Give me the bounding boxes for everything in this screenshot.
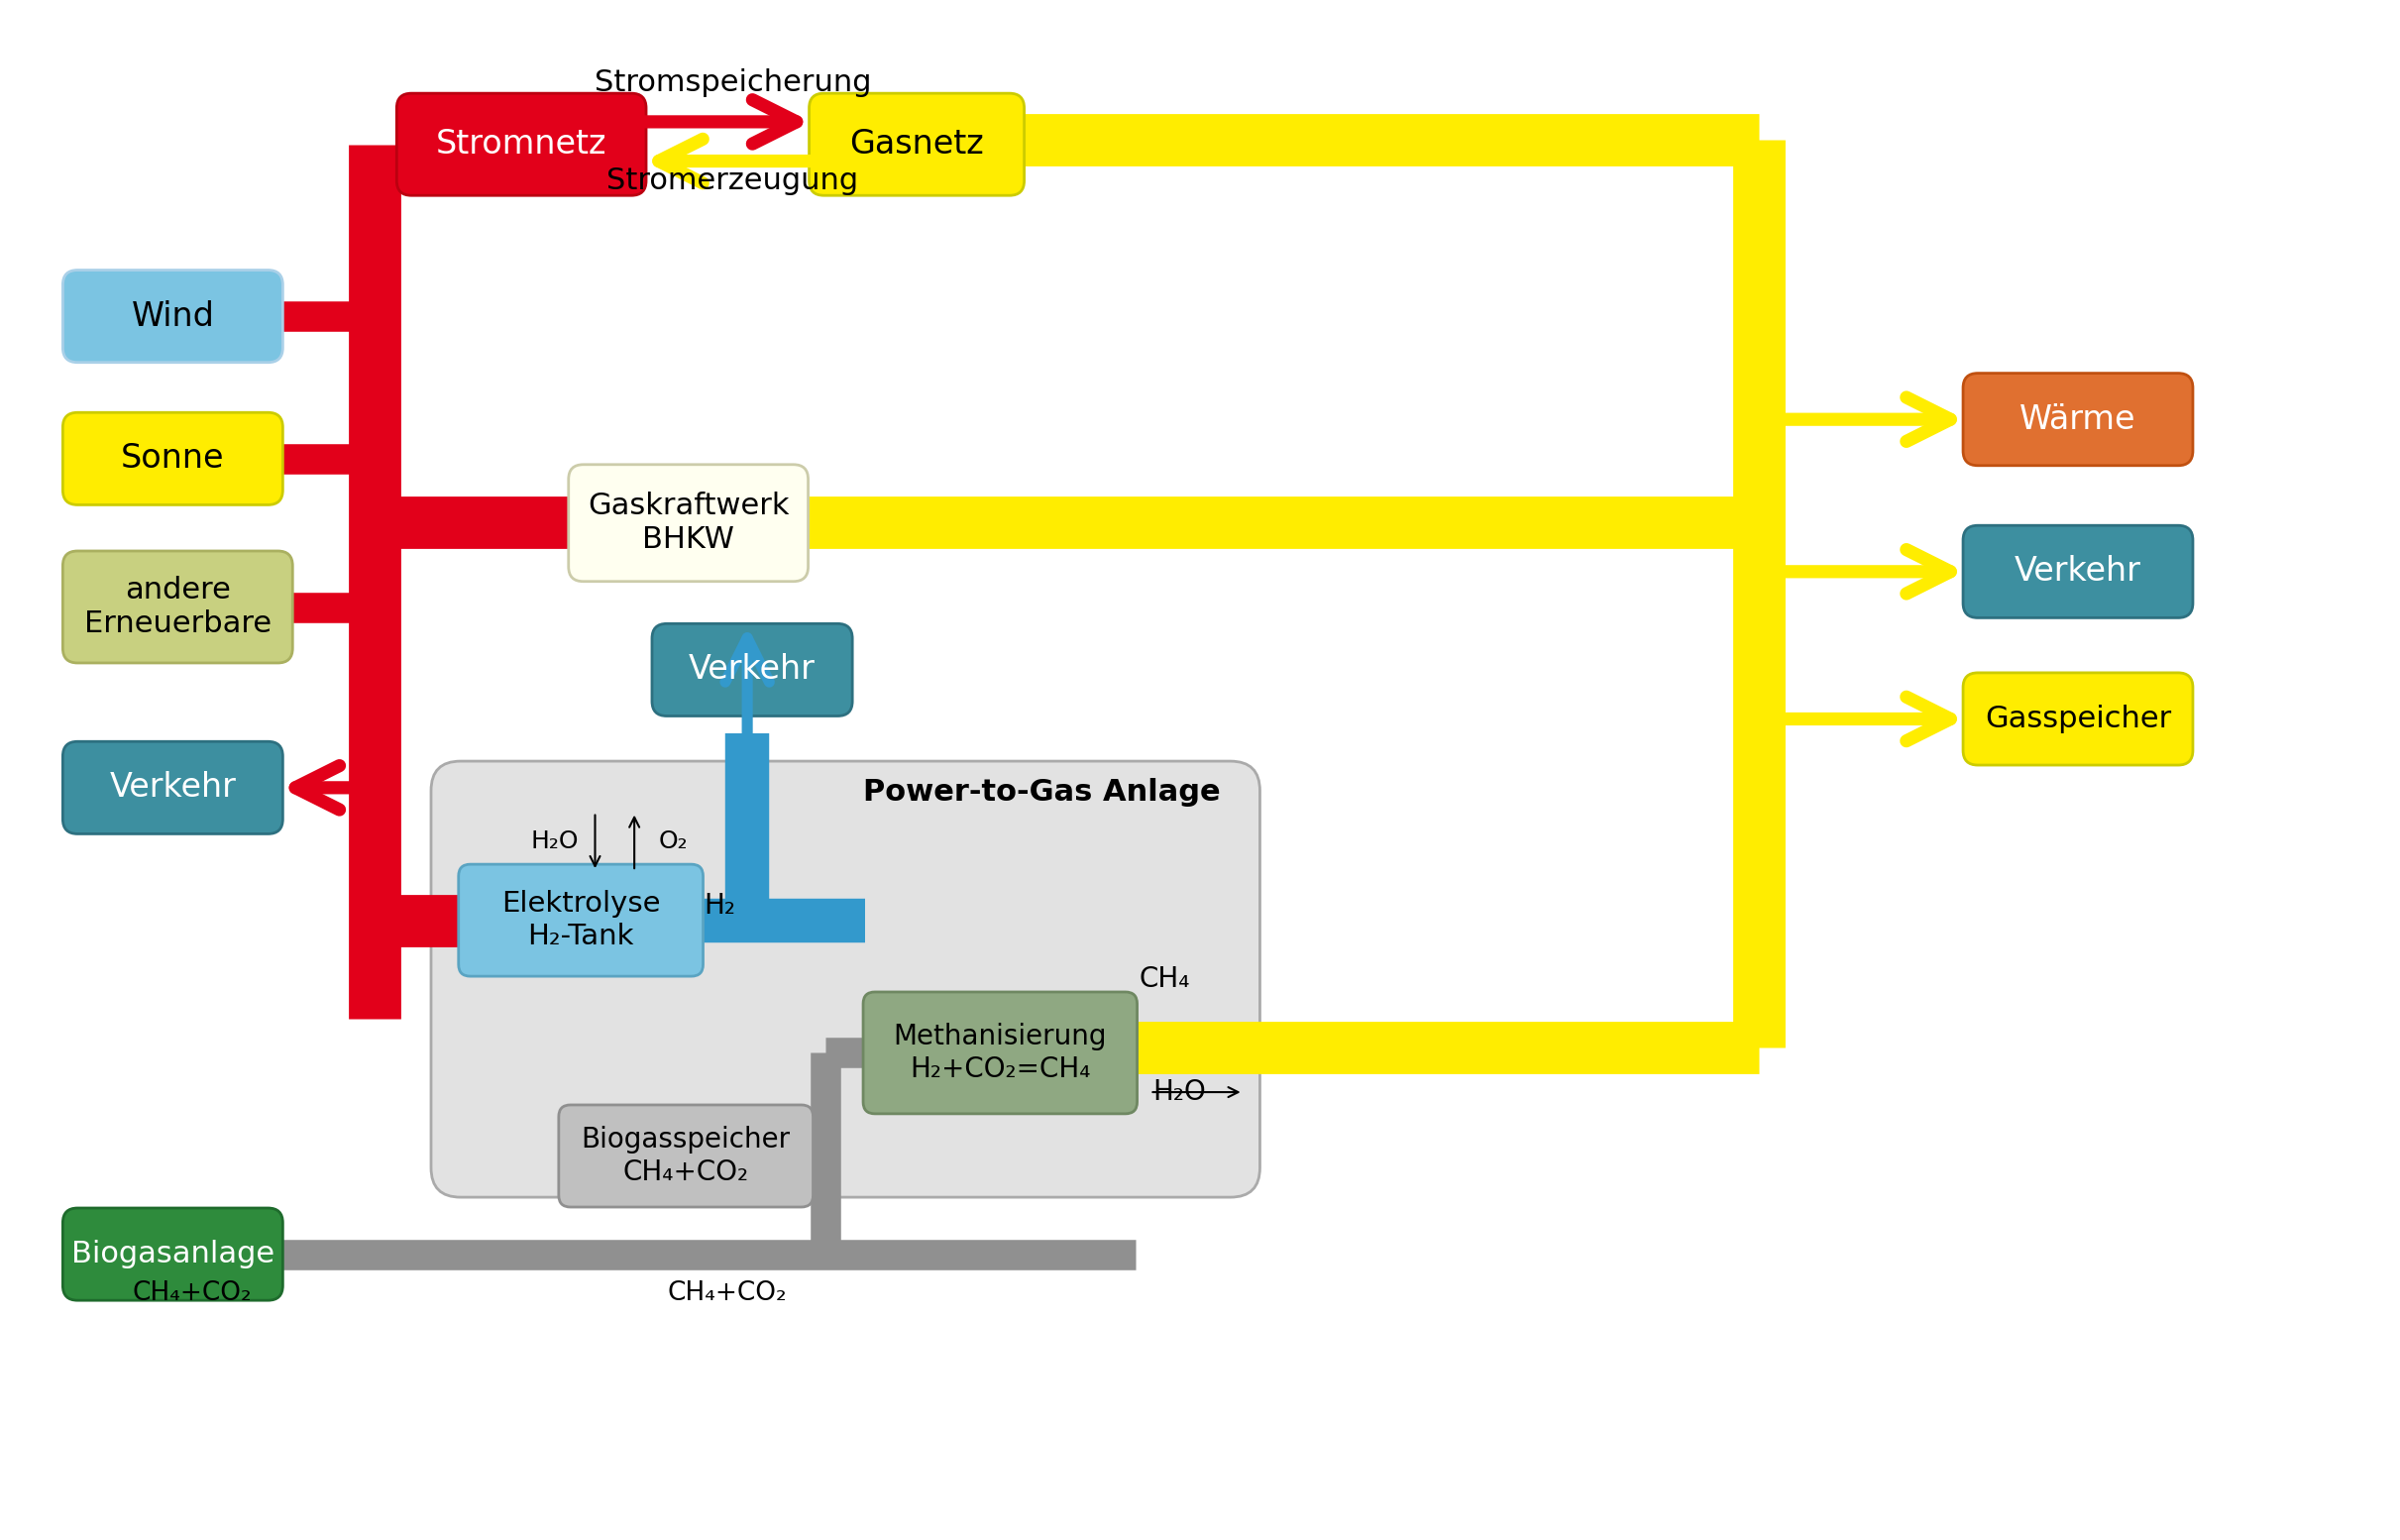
Text: O₂: O₂ xyxy=(660,830,689,853)
Text: CH₄+CO₂: CH₄+CO₂ xyxy=(667,1281,787,1306)
FancyBboxPatch shape xyxy=(62,270,283,362)
FancyBboxPatch shape xyxy=(396,94,646,196)
Text: Biogasanlage: Biogasanlage xyxy=(72,1240,274,1269)
FancyBboxPatch shape xyxy=(62,742,283,833)
FancyBboxPatch shape xyxy=(559,1104,814,1207)
Text: H₂: H₂ xyxy=(703,892,737,919)
FancyBboxPatch shape xyxy=(458,864,703,976)
FancyBboxPatch shape xyxy=(809,94,1025,196)
FancyBboxPatch shape xyxy=(864,992,1138,1113)
FancyBboxPatch shape xyxy=(1963,673,2194,765)
Text: Verkehr: Verkehr xyxy=(110,772,235,804)
FancyBboxPatch shape xyxy=(62,1207,283,1300)
Text: Stromspeicherung: Stromspeicherung xyxy=(595,68,871,97)
FancyBboxPatch shape xyxy=(432,761,1260,1197)
Text: Gaskraftwerk
BHKW: Gaskraftwerk BHKW xyxy=(588,491,790,554)
Text: Gasspeicher: Gasspeicher xyxy=(1985,705,2172,733)
FancyBboxPatch shape xyxy=(1963,373,2194,465)
Text: H₂O: H₂O xyxy=(1152,1078,1207,1106)
FancyBboxPatch shape xyxy=(62,551,293,662)
Text: Gasnetz: Gasnetz xyxy=(850,128,984,160)
Text: Power-to-Gas Anlage: Power-to-Gas Anlage xyxy=(864,778,1222,807)
Text: Sonne: Sonne xyxy=(120,442,226,474)
Text: H₂O: H₂O xyxy=(530,830,578,853)
Text: CH₄: CH₄ xyxy=(1140,966,1190,993)
FancyBboxPatch shape xyxy=(569,465,809,582)
Text: Methanisierung
H₂+CO₂=CH₄: Methanisierung H₂+CO₂=CH₄ xyxy=(893,1023,1106,1083)
FancyBboxPatch shape xyxy=(62,413,283,505)
FancyBboxPatch shape xyxy=(653,624,852,716)
Text: Verkehr: Verkehr xyxy=(2014,556,2141,588)
Text: Stromerzeugung: Stromerzeugung xyxy=(607,166,859,196)
Text: Elektrolyse
H₂-Tank: Elektrolyse H₂-Tank xyxy=(502,890,660,950)
Text: Wärme: Wärme xyxy=(2021,403,2136,436)
Text: Verkehr: Verkehr xyxy=(689,653,816,687)
FancyBboxPatch shape xyxy=(1963,525,2194,618)
Text: Stromnetz: Stromnetz xyxy=(437,128,607,160)
Text: CH₄+CO₂: CH₄+CO₂ xyxy=(132,1281,252,1306)
Text: Biogasspeicher
CH₄+CO₂: Biogasspeicher CH₄+CO₂ xyxy=(581,1126,790,1186)
Text: andere
Erneuerbare: andere Erneuerbare xyxy=(84,576,271,638)
Text: Wind: Wind xyxy=(132,300,214,333)
